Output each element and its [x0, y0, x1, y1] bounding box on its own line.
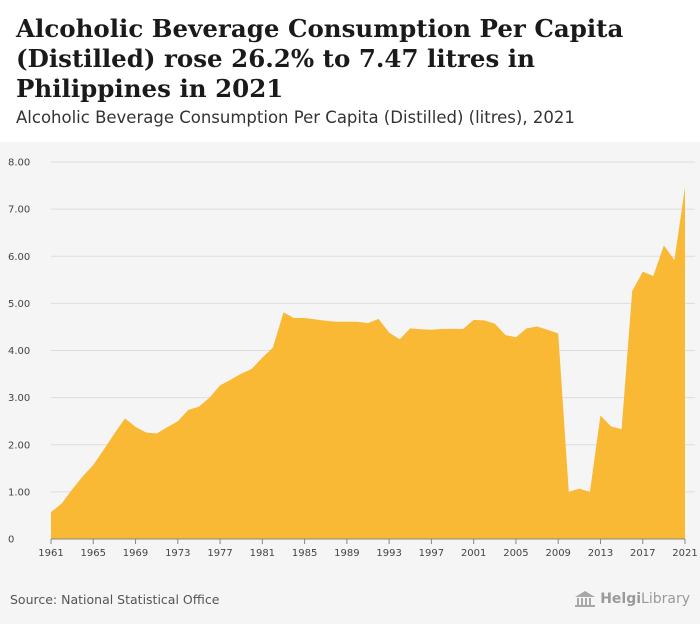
y-tick-label: 3.00	[8, 393, 30, 404]
brand-part1: Helgi	[600, 591, 642, 607]
library-building-icon	[575, 591, 596, 607]
x-tick-label: 1989	[334, 548, 359, 559]
x-tick-label: 1993	[376, 548, 401, 559]
area-chart: 0 1.00 2.00 3.00 4.00 5.00 6.00 7.00 8.00 1961 196…	[8, 158, 698, 560]
x-tick-label: 2017	[630, 548, 655, 559]
x-tick-label: 2021	[672, 548, 697, 559]
y-tick-label: 2.00	[8, 440, 30, 451]
x-tick-label: 1985	[292, 548, 317, 559]
x-tick-label: 2013	[588, 548, 613, 559]
x-tick-label: 1981	[250, 548, 275, 559]
brand-part2: Library	[641, 591, 690, 607]
chart-title: Alcoholic Beverage Consumption Per Capit…	[16, 14, 624, 103]
y-tick-label: 1.00	[8, 487, 30, 498]
y-tick-label: 5.00	[8, 299, 30, 310]
x-tick-label: 1965	[81, 548, 106, 559]
y-tick-label: 7.00	[8, 205, 30, 216]
chart-subtitle: Alcoholic Beverage Consumption Per Capit…	[16, 108, 575, 127]
x-tick-label: 1977	[207, 548, 232, 559]
helgi-library-logo[interactable]: HelgiLibrary	[574, 590, 690, 608]
y-tick-label: 6.00	[8, 252, 30, 263]
y-tick-label: 4.00	[8, 346, 30, 357]
x-tick-label: 2005	[503, 548, 528, 559]
chart-header: Alcoholic Beverage Consumption Per Capit…	[0, 0, 700, 142]
x-tick-label: 1997	[419, 548, 444, 559]
x-tick-label: 1973	[165, 548, 190, 559]
chart-footer: Source: National Statistical Office Helg…	[0, 586, 700, 624]
x-tick-label: 2001	[461, 548, 486, 559]
y-tick-label: 8.00	[8, 158, 30, 169]
y-tick-label: 0	[8, 535, 14, 546]
x-tick-label: 1969	[123, 548, 148, 559]
area-series	[51, 186, 685, 540]
source-note: Source: National Statistical Office	[10, 592, 220, 607]
x-tick-label: 1961	[38, 548, 63, 559]
x-tick-label: 2009	[545, 548, 570, 559]
